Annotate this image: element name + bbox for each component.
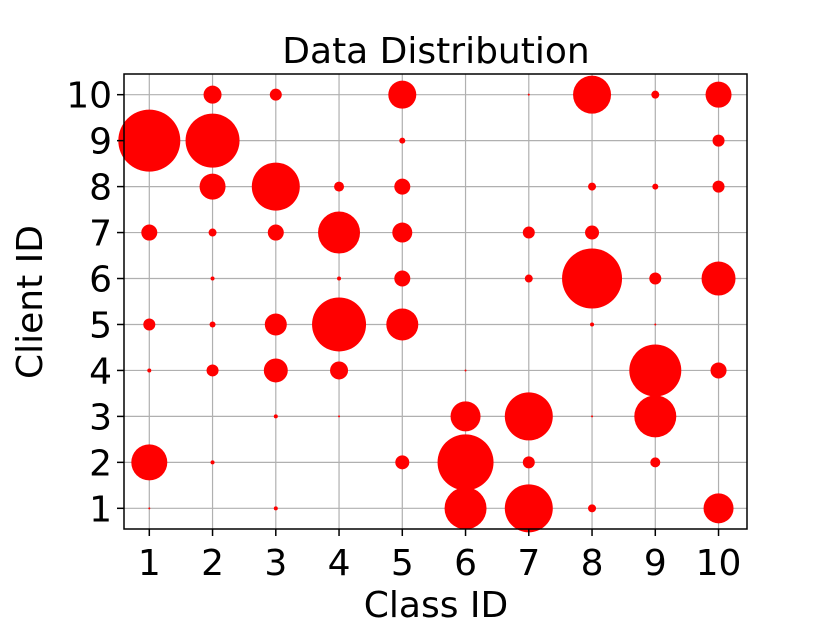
x-tick-label: 5	[391, 543, 414, 584]
y-tick-label: 7	[89, 214, 112, 255]
data-point	[562, 248, 623, 309]
data-point	[185, 113, 240, 168]
data-point	[588, 504, 597, 513]
data-point	[394, 270, 411, 287]
data-point	[650, 457, 661, 468]
x-tick-label: 4	[328, 543, 351, 584]
x-tick-label: 2	[201, 543, 224, 584]
y-tick-label: 4	[89, 351, 112, 392]
data-point	[654, 323, 657, 326]
data-point	[273, 414, 278, 419]
y-tick-label: 2	[89, 443, 112, 484]
data-point	[394, 178, 411, 195]
y-tick-label: 10	[66, 76, 112, 117]
y-tick-label: 3	[89, 397, 112, 438]
data-point	[399, 137, 406, 144]
data-point	[251, 162, 300, 211]
chart-title: Data Distribution	[282, 31, 589, 72]
data-point	[330, 361, 349, 380]
data-point	[209, 321, 216, 328]
data-point	[131, 444, 168, 481]
y-tick-label: 9	[89, 122, 112, 163]
y-tick-label: 1	[89, 489, 112, 530]
data-point	[338, 415, 341, 418]
data-point	[267, 224, 284, 241]
data-point	[573, 75, 612, 114]
data-point	[450, 401, 481, 432]
data-point	[437, 434, 494, 491]
data-point	[264, 313, 287, 336]
x-tick-label: 3	[264, 543, 287, 584]
data-point	[143, 318, 156, 331]
x-tick-label: 10	[696, 543, 742, 584]
data-point	[147, 368, 152, 373]
data-point	[703, 493, 734, 524]
data-point	[588, 182, 597, 191]
data-point	[318, 211, 361, 254]
data-point	[208, 228, 217, 237]
data-point	[395, 455, 410, 470]
data-point	[263, 358, 288, 383]
data-point	[203, 85, 222, 104]
data-point	[712, 134, 725, 147]
data-point	[210, 460, 215, 465]
data-point	[337, 276, 342, 281]
y-axis-label: Client ID	[10, 225, 51, 379]
data-point	[522, 226, 535, 239]
data-point	[464, 369, 467, 372]
data-point	[334, 181, 345, 192]
data-point	[710, 362, 727, 379]
data-point	[712, 180, 725, 193]
data-point	[585, 225, 600, 240]
data-point	[504, 392, 553, 441]
data-point	[269, 88, 282, 101]
x-axis-label: Class ID	[364, 585, 509, 623]
data-point	[199, 173, 226, 200]
y-tick-label: 5	[89, 305, 112, 346]
y-tick-label: 8	[89, 168, 112, 209]
data-point	[629, 344, 682, 397]
x-tick-label: 7	[517, 543, 540, 584]
data-point	[388, 80, 417, 109]
plot-frame	[123, 73, 748, 530]
data-point	[705, 81, 732, 108]
data-point	[524, 274, 533, 283]
x-tick-label: 9	[644, 543, 667, 584]
data-point	[504, 484, 553, 533]
x-tick-label: 1	[138, 543, 161, 584]
data-point	[634, 395, 677, 438]
data-point	[312, 297, 367, 352]
data-point	[652, 183, 659, 190]
data-point	[118, 109, 181, 172]
data-point	[522, 456, 535, 469]
x-tick-label: 6	[454, 543, 477, 584]
data-point	[444, 487, 487, 530]
data-point	[273, 506, 278, 511]
x-tick-label: 8	[581, 543, 604, 584]
data-point	[148, 507, 151, 510]
data-point	[701, 261, 736, 296]
y-tick-label: 6	[89, 260, 112, 301]
data-point	[649, 272, 662, 285]
data-point	[590, 322, 595, 327]
data-point	[527, 93, 530, 96]
data-point	[386, 308, 419, 341]
data-points	[118, 75, 736, 533]
data-point	[206, 364, 219, 377]
data-point	[210, 276, 215, 281]
data-point	[591, 415, 594, 418]
data-point	[651, 90, 660, 99]
data-point	[392, 222, 413, 243]
data-point	[141, 224, 158, 241]
